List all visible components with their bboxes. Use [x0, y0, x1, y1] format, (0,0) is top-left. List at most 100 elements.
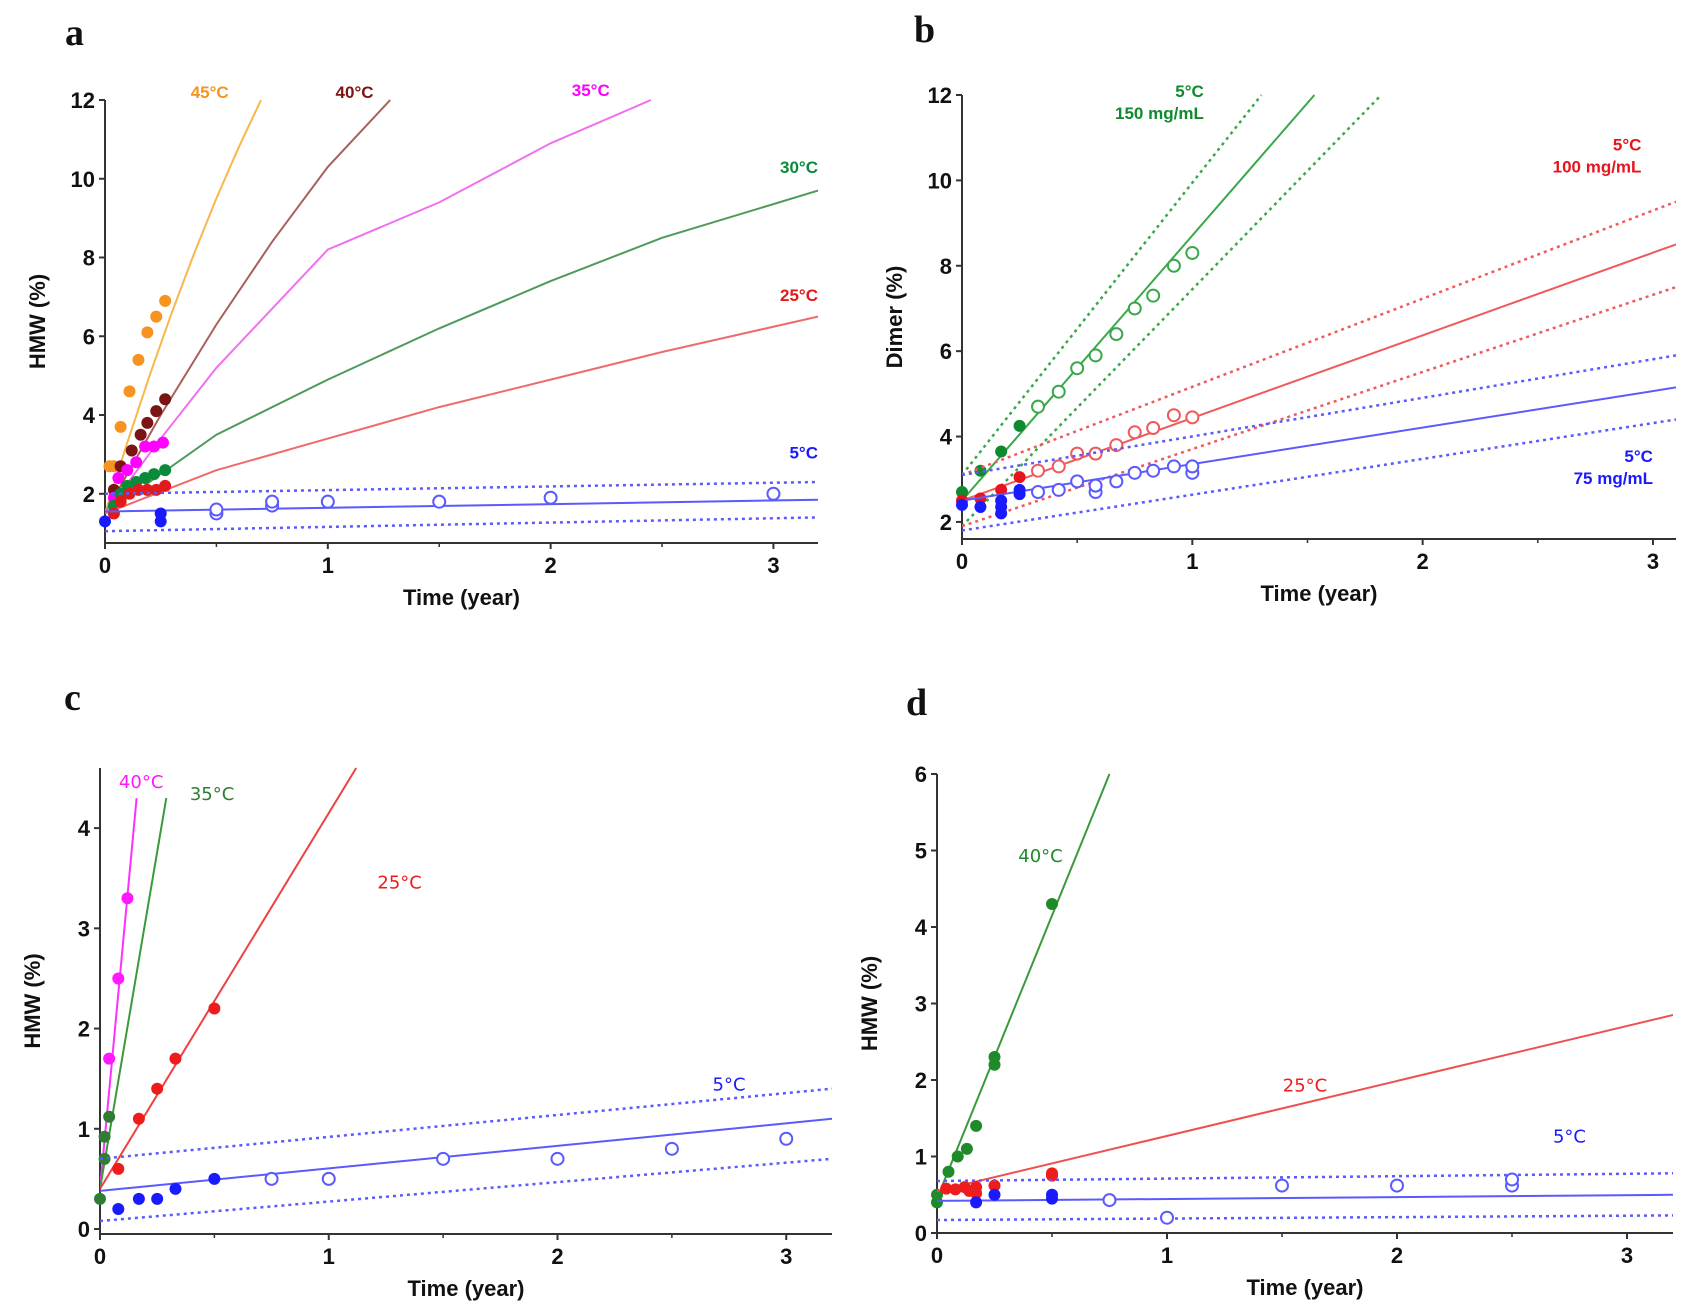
x-tick-label: 0 — [956, 549, 968, 574]
data-point-open — [1166, 258, 1181, 273]
data-point-open — [1070, 361, 1085, 376]
series-2: 5°C — [937, 1127, 1673, 1225]
data-point-filled — [159, 464, 172, 477]
data-point-open — [550, 1151, 565, 1166]
series-label: 5°C — [1553, 1127, 1586, 1148]
y-tick-label: 8 — [83, 246, 95, 271]
x-tick-label: 2 — [1391, 1243, 1403, 1268]
data-point-filled — [940, 1182, 953, 1195]
data-point-filled — [1046, 1188, 1058, 1201]
series-label: 45°C — [191, 83, 229, 102]
series-1: 40°C — [105, 83, 391, 514]
fit-line — [937, 773, 1111, 1199]
data-point-open — [1146, 463, 1161, 478]
data-point-open — [1109, 438, 1124, 453]
data-point-open — [320, 494, 335, 509]
series-label: 40°C — [1018, 846, 1062, 867]
data-point-filled — [159, 479, 172, 492]
series-label: 5°C — [789, 443, 818, 462]
data-point-filled — [960, 1142, 973, 1155]
series-5: 5°C — [99, 443, 818, 533]
data-point-open — [1031, 463, 1046, 478]
x-tick-label: 1 — [323, 1244, 335, 1269]
series-label: 40°C — [336, 83, 374, 102]
series-label: 5°C — [713, 1075, 746, 1096]
y-tick-label: 4 — [78, 816, 91, 841]
fit-line — [100, 798, 138, 1189]
confidence-bound-lower — [962, 285, 1676, 528]
data-point-open — [1088, 348, 1103, 363]
x-tick-label: 1 — [322, 553, 334, 578]
fit-line — [962, 94, 1316, 502]
data-point-filled — [141, 416, 154, 429]
series-label: 150 mg/mL — [1115, 104, 1204, 123]
confidence-bound-upper — [962, 354, 1676, 477]
y-tick-label: 2 — [83, 482, 95, 507]
fit-line — [100, 767, 358, 1190]
data-point-filled — [1046, 1167, 1058, 1180]
data-point-open — [436, 1151, 451, 1166]
data-point-filled — [132, 353, 145, 366]
y-tick-label: 4 — [915, 915, 928, 940]
x-tick-label: 0 — [931, 1243, 943, 1268]
series-label: 5°C — [1175, 82, 1204, 101]
data-point-open — [1051, 459, 1066, 474]
data-point-filled — [112, 1202, 125, 1215]
confidence-bound-upper — [100, 1087, 832, 1161]
data-point-filled — [995, 494, 1008, 507]
series-label: 5°C — [1613, 136, 1642, 155]
data-point-filled — [949, 1183, 962, 1196]
fit-line — [962, 386, 1676, 502]
data-point-filled — [988, 1188, 1001, 1201]
data-point-filled — [970, 1187, 983, 1200]
x-tick-label: 2 — [545, 553, 557, 578]
x-tick-label: 1 — [1161, 1243, 1173, 1268]
y-tick-label: 2 — [78, 1017, 90, 1042]
data-point-open — [1275, 1178, 1289, 1193]
data-point-filled — [159, 294, 172, 307]
data-point-open — [264, 1171, 279, 1186]
series-label: 100 mg/mL — [1553, 158, 1642, 177]
data-point-filled — [121, 464, 134, 477]
data-point-open — [1109, 327, 1124, 342]
series-label: 30°C — [780, 158, 818, 177]
data-point-filled — [98, 1152, 111, 1165]
data-point-open — [321, 1171, 336, 1186]
x-tick-label: 0 — [99, 553, 111, 578]
y-tick-label: 1 — [78, 1117, 90, 1142]
data-point-filled — [134, 428, 147, 441]
data-point-open — [432, 494, 447, 509]
panel-letter: c — [64, 677, 81, 719]
y-tick-label: 2 — [915, 1068, 927, 1093]
series-3: 5°C — [100, 1075, 832, 1223]
data-point-filled — [151, 1192, 164, 1205]
data-point-open — [1102, 1193, 1117, 1208]
data-point-filled — [114, 495, 127, 508]
panel-letter: b — [914, 9, 935, 51]
series-1: 5°C 100 mg/mL — [956, 136, 1676, 528]
y-tick-label: 12 — [71, 88, 95, 113]
panel-c: c 0 1 2 3 0 1 2 3 4 Time (year) HMW (%) 40°C 35°C 25°C… — [20, 677, 832, 1301]
series-label: 75 mg/mL — [1574, 469, 1653, 488]
series-label: 35°C — [572, 81, 610, 100]
data-point-filled — [112, 472, 125, 485]
data-point-filled — [151, 1082, 164, 1095]
data-point-open — [766, 486, 781, 501]
x-tick-label: 1 — [1186, 549, 1198, 574]
data-point-filled — [114, 420, 127, 433]
data-point-open — [1185, 245, 1200, 260]
confidence-bound-upper — [105, 480, 818, 496]
fit-line — [105, 99, 652, 515]
data-point-open — [1031, 485, 1046, 500]
data-point-filled — [121, 892, 134, 905]
series-0: 40°C — [100, 772, 163, 1189]
data-point-filled — [130, 456, 143, 469]
data-point-filled — [169, 1182, 182, 1195]
y-tick-label: 4 — [940, 425, 953, 450]
data-point-filled — [988, 1179, 1001, 1192]
y-axis-title: Dimer (%) — [882, 266, 907, 369]
confidence-bound-lower — [105, 516, 818, 533]
data-point-filled — [94, 1192, 106, 1205]
